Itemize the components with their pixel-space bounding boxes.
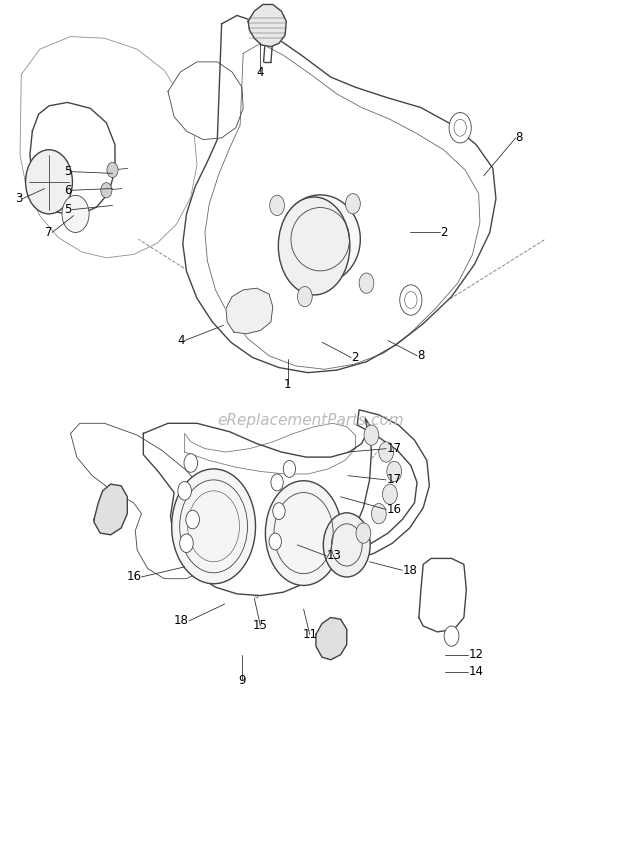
Circle shape xyxy=(184,454,198,473)
Text: 4: 4 xyxy=(177,334,185,347)
Text: 8: 8 xyxy=(417,349,424,362)
Text: eReplacementParts.com: eReplacementParts.com xyxy=(218,413,404,428)
Polygon shape xyxy=(20,37,197,258)
Polygon shape xyxy=(70,423,223,579)
Circle shape xyxy=(359,273,374,293)
Text: 16: 16 xyxy=(126,570,141,583)
Text: 7: 7 xyxy=(45,226,52,239)
Text: 17: 17 xyxy=(386,442,401,455)
Circle shape xyxy=(178,482,192,500)
Text: 18: 18 xyxy=(402,564,417,577)
Circle shape xyxy=(180,534,193,552)
Text: 5: 5 xyxy=(65,203,72,216)
Polygon shape xyxy=(226,288,273,334)
Ellipse shape xyxy=(280,195,360,284)
Circle shape xyxy=(297,286,312,307)
Text: 3: 3 xyxy=(15,192,22,205)
Circle shape xyxy=(444,626,459,646)
Circle shape xyxy=(356,523,371,543)
Text: 12: 12 xyxy=(468,649,483,661)
Circle shape xyxy=(323,513,370,577)
Polygon shape xyxy=(248,4,286,47)
Text: 9: 9 xyxy=(238,673,246,687)
Text: 15: 15 xyxy=(253,620,268,632)
Text: 11: 11 xyxy=(302,628,317,641)
Circle shape xyxy=(107,162,118,178)
Text: 2: 2 xyxy=(440,226,448,239)
Text: 5: 5 xyxy=(65,165,72,178)
Circle shape xyxy=(101,183,112,198)
Text: 13: 13 xyxy=(327,549,341,563)
Circle shape xyxy=(273,502,285,519)
Circle shape xyxy=(271,474,283,490)
Circle shape xyxy=(371,503,386,524)
Text: 8: 8 xyxy=(516,132,523,144)
Circle shape xyxy=(387,462,402,482)
Circle shape xyxy=(345,194,360,214)
Circle shape xyxy=(62,196,89,232)
Circle shape xyxy=(278,197,350,295)
Circle shape xyxy=(186,510,200,529)
Text: 14: 14 xyxy=(468,665,483,678)
Circle shape xyxy=(26,150,72,214)
Polygon shape xyxy=(316,618,346,660)
Text: 4: 4 xyxy=(257,65,264,78)
Polygon shape xyxy=(183,15,496,372)
Polygon shape xyxy=(30,102,115,216)
Text: 6: 6 xyxy=(64,184,72,196)
Circle shape xyxy=(364,425,379,445)
Polygon shape xyxy=(341,410,429,560)
Circle shape xyxy=(172,469,256,584)
Circle shape xyxy=(400,285,422,315)
Polygon shape xyxy=(94,484,128,535)
Text: 17: 17 xyxy=(386,473,401,486)
Polygon shape xyxy=(419,558,466,632)
Circle shape xyxy=(383,484,397,504)
Circle shape xyxy=(270,196,284,216)
Circle shape xyxy=(283,461,295,478)
Text: 2: 2 xyxy=(351,351,358,364)
Circle shape xyxy=(379,442,394,462)
Text: 1: 1 xyxy=(284,378,291,391)
Text: 18: 18 xyxy=(174,615,189,627)
Polygon shape xyxy=(168,62,243,139)
Text: 16: 16 xyxy=(386,503,401,516)
Polygon shape xyxy=(143,418,371,596)
Circle shape xyxy=(266,481,342,586)
Circle shape xyxy=(449,112,471,143)
Circle shape xyxy=(269,533,281,550)
